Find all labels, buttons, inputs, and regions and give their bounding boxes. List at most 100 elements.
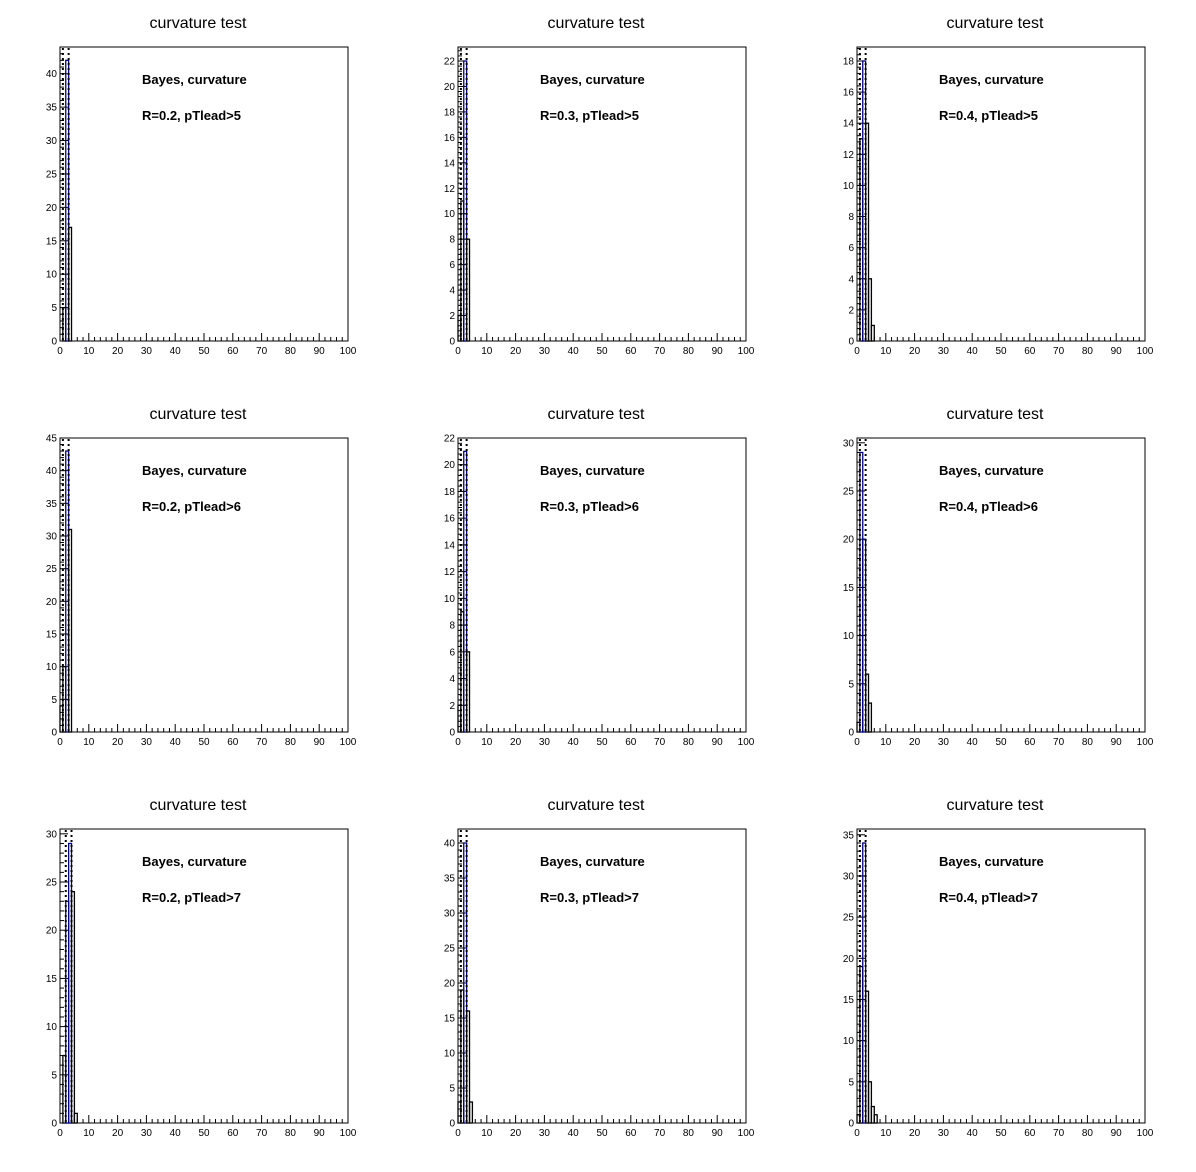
y-tick-label: 22	[444, 57, 456, 68]
y-tick-label: 0	[51, 1119, 57, 1130]
histogram-bars	[856, 451, 873, 733]
y-axis: 0 5 10 15 20 25 30 35	[843, 830, 865, 1130]
x-tick-label: 50	[198, 346, 210, 357]
x-tick-label: 10	[880, 1128, 892, 1139]
y-tick-label: 20	[843, 535, 855, 546]
chart-title: curvature test	[150, 15, 247, 32]
chart-panel: curvature test 0 10 20 30 40 50 60 70 80 90 100 0 5 10…	[797, 391, 1195, 781]
x-tick-label: 90	[314, 1128, 326, 1139]
y-tick-label: 0	[51, 337, 57, 348]
x-tick-label: 10	[481, 346, 493, 357]
histogram-bar	[867, 1081, 873, 1124]
x-tick-label: 40	[967, 346, 979, 357]
x-tick-label: 70	[654, 346, 666, 357]
y-tick-label: 6	[848, 243, 854, 254]
chart-title: curvature test	[150, 406, 247, 423]
histogram-bar	[867, 278, 873, 342]
x-tick-label: 70	[654, 1128, 666, 1139]
histogram-bars	[856, 842, 878, 1124]
histogram-bar	[468, 1101, 474, 1124]
y-tick-label: 10	[46, 270, 58, 281]
annotation-text: Bayes, curvature	[540, 463, 645, 478]
x-tick-label: 80	[683, 1128, 695, 1139]
y-tick-label: 16	[444, 133, 456, 144]
y-tick-label: 40	[46, 466, 58, 477]
x-tick-label: 40	[568, 346, 580, 357]
x-tick-label: 10	[83, 1128, 95, 1139]
y-tick-label: 6	[449, 647, 455, 658]
y-tick-label: 0	[449, 728, 455, 739]
x-tick-label: 40	[967, 737, 979, 748]
x-tick-label: 40	[568, 737, 580, 748]
histogram-bars	[59, 450, 73, 733]
x-tick-label: 60	[625, 346, 637, 357]
chart-title: curvature test	[548, 797, 645, 814]
y-tick-label: 20	[46, 597, 58, 608]
y-tick-label: 14	[843, 119, 855, 130]
annotation-text: Bayes, curvature	[540, 72, 645, 87]
histogram-bar	[465, 238, 471, 342]
y-tick-label: 8	[848, 212, 854, 223]
annotation-text: Bayes, curvature	[939, 463, 1044, 478]
x-axis: 0 10 20 30 40 50 60 70 80 90 100	[57, 333, 357, 357]
x-tick-label: 30	[938, 1128, 950, 1139]
x-tick-label: 20	[909, 1128, 921, 1139]
x-tick-label: 90	[712, 737, 724, 748]
y-tick-label: 6	[449, 260, 455, 271]
y-tick-label: 0	[449, 1119, 455, 1130]
chart-panel: curvature test 0 10 20 30 40 50 60 70 80 90 100 0 2 4 6…	[797, 0, 1195, 390]
x-tick-label: 50	[995, 737, 1007, 748]
y-tick-label: 30	[444, 909, 456, 920]
y-axis: 0 5 10 15 20 25 30	[46, 829, 68, 1130]
y-tick-label: 10	[843, 181, 855, 192]
x-axis: 0 10 20 30 40 50 60 70 80 90 100	[57, 724, 357, 748]
chart-panel: curvature test 0 10 20 30 40 50 60 70 80 90 100 0 5 10…	[0, 782, 398, 1172]
y-axis: 0 2 4 6 8 10 12 14 16 18 20 22	[444, 50, 466, 348]
chart-title: curvature test	[548, 406, 645, 423]
y-tick-label: 20	[843, 954, 855, 965]
y-tick-label: 25	[843, 487, 855, 498]
x-tick-label: 100	[340, 1128, 357, 1139]
x-tick-label: 80	[285, 346, 297, 357]
annotation-text: R=0.4, pTlead>6	[939, 499, 1038, 514]
y-tick-label: 35	[444, 874, 456, 885]
y-axis: 0 5 10 15 20 25 30 35 40 45	[46, 434, 68, 739]
annotation-text: Bayes, curvature	[939, 854, 1044, 869]
x-tick-label: 30	[938, 737, 950, 748]
y-tick-label: 5	[848, 679, 854, 690]
y-tick-label: 8	[449, 621, 455, 632]
y-tick-label: 10	[444, 1049, 456, 1060]
chart-title: curvature test	[150, 797, 247, 814]
y-tick-label: 2	[449, 701, 455, 712]
x-tick-label: 0	[854, 737, 860, 748]
x-tick-label: 0	[455, 737, 461, 748]
y-tick-label: 2	[848, 305, 854, 316]
plot-frame	[856, 828, 1146, 1124]
histogram-bars	[62, 842, 78, 1124]
x-tick-label: 80	[1082, 1128, 1094, 1139]
plot-frame	[457, 437, 747, 733]
y-tick-label: 15	[444, 1014, 456, 1025]
plot-frame	[59, 437, 349, 733]
x-tick-label: 90	[314, 737, 326, 748]
histogram-bars	[457, 60, 471, 342]
histogram-chart: curvature test 0 10 20 30 40 50 60 70 80 90 100 0 5 10…	[46, 797, 357, 1139]
y-tick-label: 10	[843, 631, 855, 642]
x-tick-label: 10	[83, 737, 95, 748]
histogram-bar	[867, 702, 873, 733]
y-tick-label: 12	[444, 567, 456, 578]
histogram-chart: curvature test 0 10 20 30 40 50 60 70 80 90 100 0 2 4 6…	[444, 406, 755, 748]
x-tick-label: 20	[112, 1128, 124, 1139]
x-tick-label: 50	[198, 737, 210, 748]
y-tick-label: 14	[444, 158, 456, 169]
y-tick-label: 15	[46, 236, 58, 247]
y-tick-label: 25	[444, 944, 456, 955]
x-tick-label: 80	[285, 1128, 297, 1139]
x-tick-label: 30	[141, 737, 153, 748]
x-tick-label: 70	[654, 737, 666, 748]
histogram-bar	[463, 842, 468, 1124]
x-tick-label: 100	[738, 346, 755, 357]
histogram-bar	[864, 990, 870, 1124]
histogram-bars	[457, 450, 471, 733]
x-tick-label: 90	[712, 346, 724, 357]
